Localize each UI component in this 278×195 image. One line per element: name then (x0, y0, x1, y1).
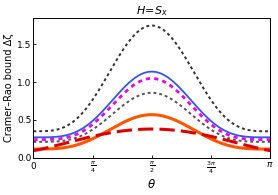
Title: $H\!=\!S_x$: $H\!=\!S_x$ (136, 4, 168, 18)
X-axis label: $\theta$: $\theta$ (147, 178, 156, 191)
Y-axis label: Cramer–Rao bound Δζ: Cramer–Rao bound Δζ (4, 34, 14, 142)
